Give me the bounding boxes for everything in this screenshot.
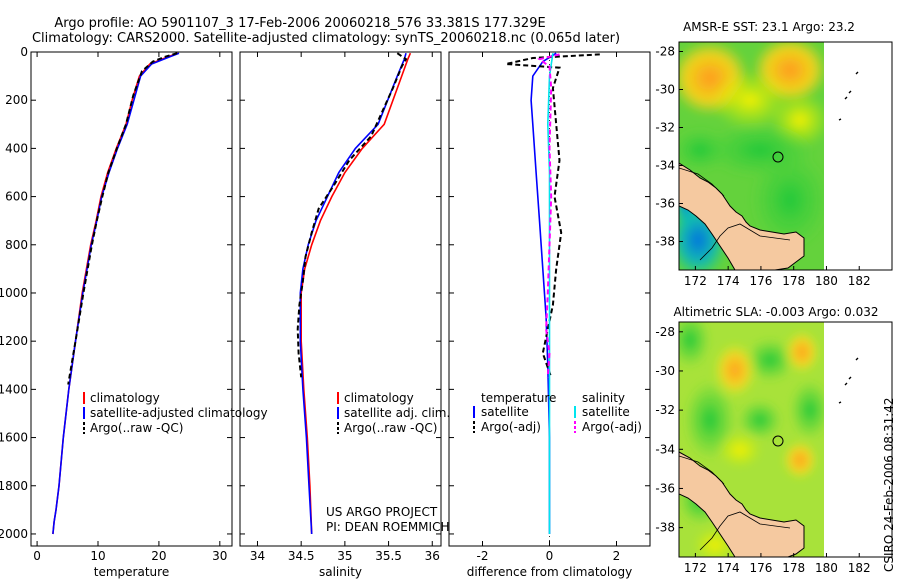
project-credit-line2: PI: DEAN ROEMMICH: [326, 520, 449, 534]
y-tick-label: 2000: [0, 527, 28, 541]
x-tick-label: 35: [337, 549, 352, 563]
map-axes: 172 174 176 178 180 182 -28 -30 -32 -34 -36 -38 172 1…: [655, 45, 870, 576]
y-tick-label: 0: [20, 45, 28, 59]
map-x-tick-label: 178: [782, 561, 805, 575]
map-x-tick-label: 182: [848, 561, 871, 575]
sst-map: [678, 41, 893, 271]
map-y-tick-label: -36: [655, 481, 675, 495]
map-y-tick-label: -32: [655, 121, 675, 135]
x-tick-label: 34.5: [288, 549, 315, 563]
y-tick-label: 1400: [0, 382, 28, 396]
x-tick-label: 36: [425, 549, 440, 563]
sla-map: [678, 321, 893, 558]
y-tick-label: 400: [5, 141, 28, 155]
temperature-plot-frame: [30, 51, 233, 547]
x-tick-label: 20: [151, 549, 166, 563]
sst-islands: [838, 71, 859, 121]
legend-label-temp-argo: Argo(-adj): [481, 420, 541, 434]
map-y-tick-label: -36: [655, 197, 675, 211]
legend-label-argo: Argo(..raw -QC): [344, 421, 437, 435]
x-axis-label: temperature: [94, 565, 169, 579]
x-tick-label: 10: [90, 549, 105, 563]
map-y-tick-label: -34: [655, 159, 675, 173]
map-x-tick-label: 174: [717, 274, 740, 288]
y-tick-label: 1600: [0, 431, 28, 445]
sla-map-title: Altimetric SLA: -0.003 Argo: 0.032: [673, 305, 878, 319]
sst-argo-location: [772, 151, 784, 163]
map-x-tick-label: 172: [684, 274, 707, 288]
series-line-temperature-satellite: [530, 52, 557, 534]
legend-label-temp-satellite: satellite: [481, 405, 529, 419]
map-x-tick-label: 180: [815, 274, 838, 288]
x-tick-label: 0: [33, 549, 41, 563]
sla-heatmap-field: [679, 322, 824, 557]
map-y-tick-label: -32: [655, 403, 675, 417]
y-tick-label: 1000: [0, 286, 28, 300]
x-tick-label: -2: [477, 549, 489, 563]
salinity-plot: 34 34.5 35 35.5 36 salinity: [240, 51, 441, 579]
map-x-tick-label: 172: [684, 561, 707, 575]
legend-label-argo: Argo(..raw -QC): [90, 421, 183, 435]
y-tick-label: 1200: [0, 334, 28, 348]
y-tick-label: 200: [5, 93, 28, 107]
figure-title-line2: Climatology: CARS2000. Satellite-adjuste…: [32, 31, 620, 46]
difference-plot: -2 0 2 difference from climatology: [449, 51, 650, 579]
map-y-tick-label: -38: [655, 235, 675, 249]
difference-legend: temperature salinity satellite Argo(-adj…: [473, 391, 642, 434]
salinity-plot-frame: [239, 51, 442, 547]
x-tick-label: 0: [546, 549, 554, 563]
sst-heatmap-field: [679, 42, 824, 270]
sla-argo-location: [772, 435, 784, 447]
legend-label-climatology: climatology: [90, 391, 160, 405]
series-line-climatology: [300, 52, 412, 535]
y-tick-label: 600: [5, 190, 28, 204]
x-tick-label: 34: [250, 549, 265, 563]
series-line-salinity-argo-adj: [537, 53, 560, 378]
series-line-temperature-argo-adj: [505, 53, 600, 378]
project-credit-line1: US ARGO PROJECT: [326, 505, 438, 519]
legend-label-satellite: satellite adj. clim.: [344, 406, 450, 420]
legend-label-sal-argo: Argo(-adj): [582, 420, 642, 434]
map-y-tick-label: -34: [655, 442, 675, 456]
figure-title-line1: Argo profile: AO 5901107_3 17-Feb-2006 2…: [54, 16, 545, 31]
x-tick-label: 35.5: [375, 549, 402, 563]
map-x-tick-label: 182: [848, 274, 871, 288]
sla-islands: [838, 357, 859, 404]
map-y-tick-label: -28: [655, 45, 675, 59]
legend-label-sal-satellite: satellite: [582, 405, 630, 419]
legend-label-climatology: climatology: [344, 391, 414, 405]
x-tick-label: 2: [613, 549, 621, 563]
series-line-argo-raw-qc: [67, 52, 178, 385]
x-tick-label: 30: [212, 549, 227, 563]
x-axis-label: salinity: [319, 565, 362, 579]
map-x-tick-label: 180: [815, 561, 838, 575]
x-axis-label: difference from climatology: [467, 565, 633, 579]
salinity-legend: climatology satellite adj. clim. Argo(..…: [337, 391, 450, 435]
map-y-tick-label: -28: [655, 325, 675, 339]
map-x-tick-label: 174: [717, 561, 740, 575]
map-y-tick-label: -30: [655, 83, 675, 97]
legend-title-salinity: salinity: [582, 391, 625, 405]
side-stamp: CSIRO 24-Feb-2006 08:31:42: [882, 397, 896, 572]
map-x-tick-label: 176: [749, 561, 772, 575]
map-y-tick-label: -38: [655, 521, 675, 535]
y-tick-label: 1800: [0, 479, 28, 493]
legend-label-satellite: satellite-adjusted climatology: [90, 406, 268, 420]
map-x-tick-label: 176: [749, 274, 772, 288]
series-line-argo-raw-qc: [296, 52, 408, 378]
legend-title-temperature: temperature: [481, 391, 556, 405]
sst-map-title: AMSR-E SST: 23.1 Argo: 23.2: [683, 20, 855, 34]
temperature-legend: climatology satellite-adjusted climatolo…: [83, 391, 268, 435]
map-x-tick-label: 178: [782, 274, 805, 288]
map-y-tick-label: -30: [655, 364, 675, 378]
temperature-plot: 0 10 20 30 temperature 0 200 400 600 800 1000 1200 1…: [0, 45, 232, 579]
y-tick-label: 800: [5, 238, 28, 252]
